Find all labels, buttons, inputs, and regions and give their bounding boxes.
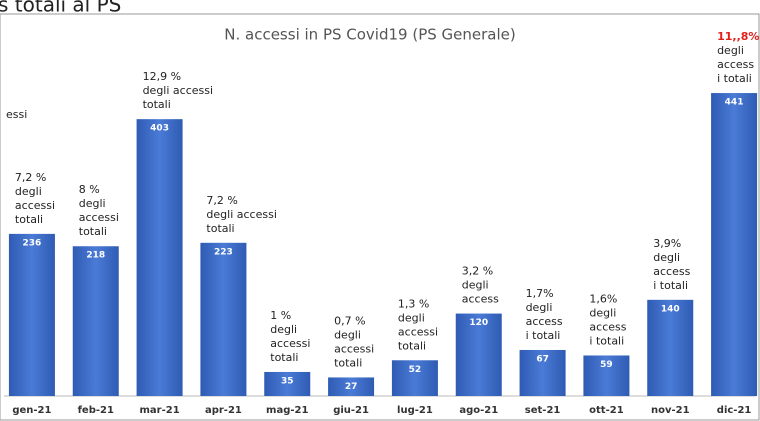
x-tick-label: dic-21 <box>717 405 752 416</box>
annotation: 8 % <box>79 183 100 196</box>
annotation: degli <box>717 44 744 57</box>
x-tick-label: apr-21 <box>205 405 242 416</box>
x-tick-label: feb-21 <box>78 405 114 416</box>
annotation: totali <box>334 356 362 369</box>
value-label: 120 <box>469 318 488 328</box>
annotation: totali <box>79 225 107 238</box>
annotation: degli accessi <box>143 84 213 97</box>
annotation: accessi <box>15 199 55 212</box>
bar <box>264 371 311 396</box>
annotation: 0,7 % <box>334 314 365 327</box>
annotation: 3,2 % <box>462 265 493 278</box>
bar <box>583 355 630 396</box>
chart-title: N. accessi in PS Covid19 (PS Generale) <box>224 26 515 44</box>
x-tick-label: giu-21 <box>333 405 369 416</box>
bar <box>8 233 55 396</box>
annotation: degli <box>526 301 553 314</box>
value-label: 218 <box>86 251 105 261</box>
annotation: access <box>717 58 754 71</box>
bar <box>455 313 502 396</box>
x-tick-label: mar-21 <box>139 405 179 416</box>
x-tick-label: lug-21 <box>397 405 433 416</box>
annotation: degli <box>334 328 361 341</box>
annotation: 1,6% <box>589 292 617 305</box>
annotation: totali <box>15 213 43 226</box>
value-label: 403 <box>150 124 169 134</box>
bar <box>711 93 758 396</box>
bar <box>328 377 375 396</box>
annotation: accessi <box>334 342 374 355</box>
value-label: 52 <box>409 365 422 375</box>
annotation: totali <box>206 222 234 235</box>
annotation: access <box>526 315 563 328</box>
annotation: totali <box>398 339 426 352</box>
value-label: 441 <box>725 98 744 108</box>
bar <box>647 299 694 396</box>
value-label: 236 <box>23 238 42 248</box>
annotation: accessi <box>398 325 438 338</box>
annotation: totali <box>143 98 171 111</box>
value-label: 59 <box>600 360 613 370</box>
annotation: degli accessi <box>206 208 276 221</box>
annotation: totali <box>270 351 298 364</box>
annotation: 11,,8% <box>717 30 759 43</box>
header-fragment: s totali al PS <box>0 0 121 17</box>
x-tick-label: nov-21 <box>651 405 690 416</box>
annotation: 7,2 % <box>15 171 46 184</box>
annotation: access <box>653 265 690 278</box>
annotation: degli <box>589 306 616 319</box>
value-label: 140 <box>661 304 680 314</box>
chart-frame <box>0 13 760 421</box>
annotation: degli <box>653 251 680 264</box>
x-tick-label: ott-21 <box>589 405 624 416</box>
annotation: degli <box>79 197 106 210</box>
x-tick-label: gen-21 <box>12 405 51 416</box>
annotation: access <box>589 320 626 333</box>
value-label: 67 <box>536 354 549 364</box>
x-tick-label: mag-21 <box>266 405 308 416</box>
x-tick-label: ago-21 <box>459 405 498 416</box>
side-fragment: essi <box>6 108 27 121</box>
value-label: 223 <box>214 247 233 257</box>
annotation: i totali <box>589 334 624 347</box>
annotation: 7,2 % <box>206 194 237 207</box>
bar <box>391 360 438 396</box>
annotation: 1 % <box>270 309 291 322</box>
annotation: degli <box>462 279 489 292</box>
bar <box>72 246 119 396</box>
annotation: access <box>462 293 499 306</box>
annotation: i totali <box>526 329 561 342</box>
annotation: 1,3 % <box>398 297 429 310</box>
annotation: degli <box>398 311 425 324</box>
annotation: i totali <box>653 279 688 292</box>
annotation: 12,9 % <box>143 70 181 83</box>
annotation: 3,9% <box>653 237 681 250</box>
annotation: i totali <box>717 72 752 85</box>
annotation: accessi <box>79 211 119 224</box>
annotation: degli <box>15 185 42 198</box>
value-label: 27 <box>345 382 358 392</box>
annotation: accessi <box>270 337 310 350</box>
annotation: degli <box>270 323 297 336</box>
bar <box>200 242 247 396</box>
x-tick-label: set-21 <box>525 405 561 416</box>
bar <box>136 119 183 396</box>
bar <box>519 349 566 396</box>
annotation: 1,7% <box>526 287 554 300</box>
value-label: 35 <box>281 376 294 386</box>
